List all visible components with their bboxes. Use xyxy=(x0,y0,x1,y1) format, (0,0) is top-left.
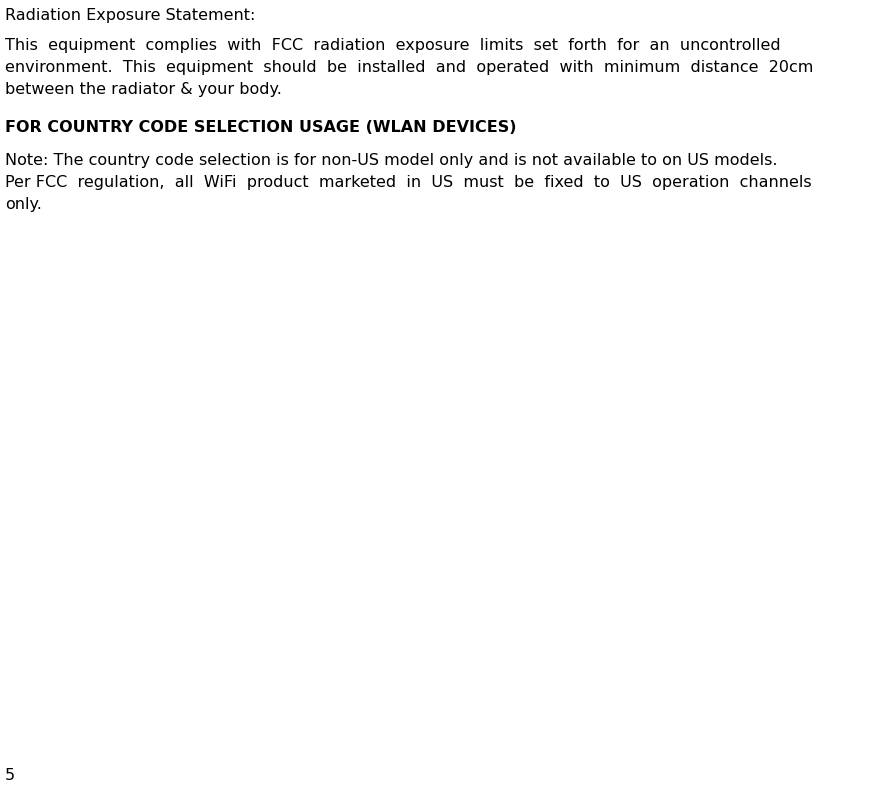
Text: between the radiator & your body.: between the radiator & your body. xyxy=(5,82,282,97)
Text: Radiation Exposure Statement:: Radiation Exposure Statement: xyxy=(5,8,255,23)
Text: This  equipment  complies  with  FCC  radiation  exposure  limits  set  forth  f: This equipment complies with FCC radiati… xyxy=(5,38,781,53)
Text: only.: only. xyxy=(5,197,42,212)
Text: FOR COUNTRY CODE SELECTION USAGE (WLAN DEVICES): FOR COUNTRY CODE SELECTION USAGE (WLAN D… xyxy=(5,120,516,135)
Text: Per FCC  regulation,  all  WiFi  product  marketed  in  US  must  be  fixed  to : Per FCC regulation, all WiFi product mar… xyxy=(5,175,812,190)
Text: Note: The country code selection is for non-US model only and is not available t: Note: The country code selection is for … xyxy=(5,153,778,168)
Text: 5: 5 xyxy=(5,768,15,783)
Text: environment.  This  equipment  should  be  installed  and  operated  with  minim: environment. This equipment should be in… xyxy=(5,60,813,75)
